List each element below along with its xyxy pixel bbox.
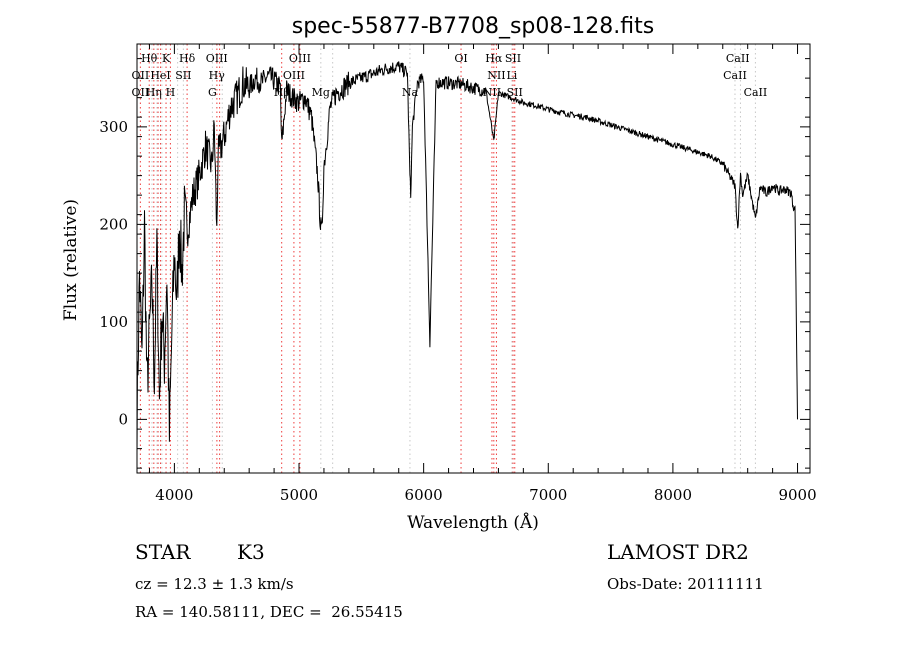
plot-frame <box>136 43 811 474</box>
line-label: Hη <box>146 86 162 99</box>
y-tick-label: 100 <box>99 313 128 331</box>
line-label: Hγ <box>209 69 226 82</box>
x-axis-label: Wavelength (Å) <box>407 512 539 533</box>
line-label: Hδ <box>179 52 196 65</box>
line-label: CaII <box>723 69 747 82</box>
axis-ticks: 4000 5000 6000 7000 8000 9000 0 100 200 300 <box>99 44 817 504</box>
line-label: NII <box>487 69 505 82</box>
coordinates: RA = 140.58111, DEC = 26.55415 <box>135 603 403 621</box>
x-tick-label: 7000 <box>529 486 567 504</box>
line-label: SII <box>505 52 521 65</box>
line-label: CaII <box>744 86 768 99</box>
survey-name: LAMOST DR2 <box>607 540 749 564</box>
y-tick-label: 0 <box>118 410 128 428</box>
line-label: OII <box>132 69 150 82</box>
y-tick-label: 300 <box>99 118 128 136</box>
spectral-subclass: K3 <box>237 540 265 564</box>
line-label: CaII <box>726 52 750 65</box>
line-label: OI <box>454 52 467 65</box>
x-tick-label: 9000 <box>778 486 816 504</box>
spectrum-series-line <box>136 61 798 454</box>
obs-date: Obs-Date: 20111111 <box>607 575 764 593</box>
x-tick-label: 4000 <box>155 486 193 504</box>
line-label: OIII <box>206 52 228 65</box>
line-label: OIII <box>289 52 311 65</box>
line-label: SII <box>175 69 191 82</box>
object-class: STAR <box>135 540 191 564</box>
line-label: Mg <box>312 86 330 99</box>
line-label: G <box>208 86 217 99</box>
line-label: OII <box>132 86 150 99</box>
chart-title: spec-55877-B7708_sp08-128.fits <box>292 14 655 39</box>
line-label: Na <box>402 86 419 99</box>
line-label: HeI <box>150 69 170 82</box>
y-axis-label: Flux (relative) <box>61 199 81 321</box>
line-label: Li <box>506 69 517 82</box>
line-label: K <box>162 52 171 65</box>
x-tick-label: 8000 <box>654 486 692 504</box>
redshift-readout: cz = 12.3 ± 1.3 km/s <box>135 575 294 593</box>
line-label: Hθ <box>141 52 158 65</box>
line-label: Hα <box>485 52 503 65</box>
line-label: SII <box>507 86 523 99</box>
line-label: H <box>166 86 176 99</box>
x-tick-label: 6000 <box>405 486 443 504</box>
line-label: OIII <box>283 69 305 82</box>
y-tick-label: 200 <box>99 215 128 233</box>
x-tick-label: 5000 <box>280 486 318 504</box>
